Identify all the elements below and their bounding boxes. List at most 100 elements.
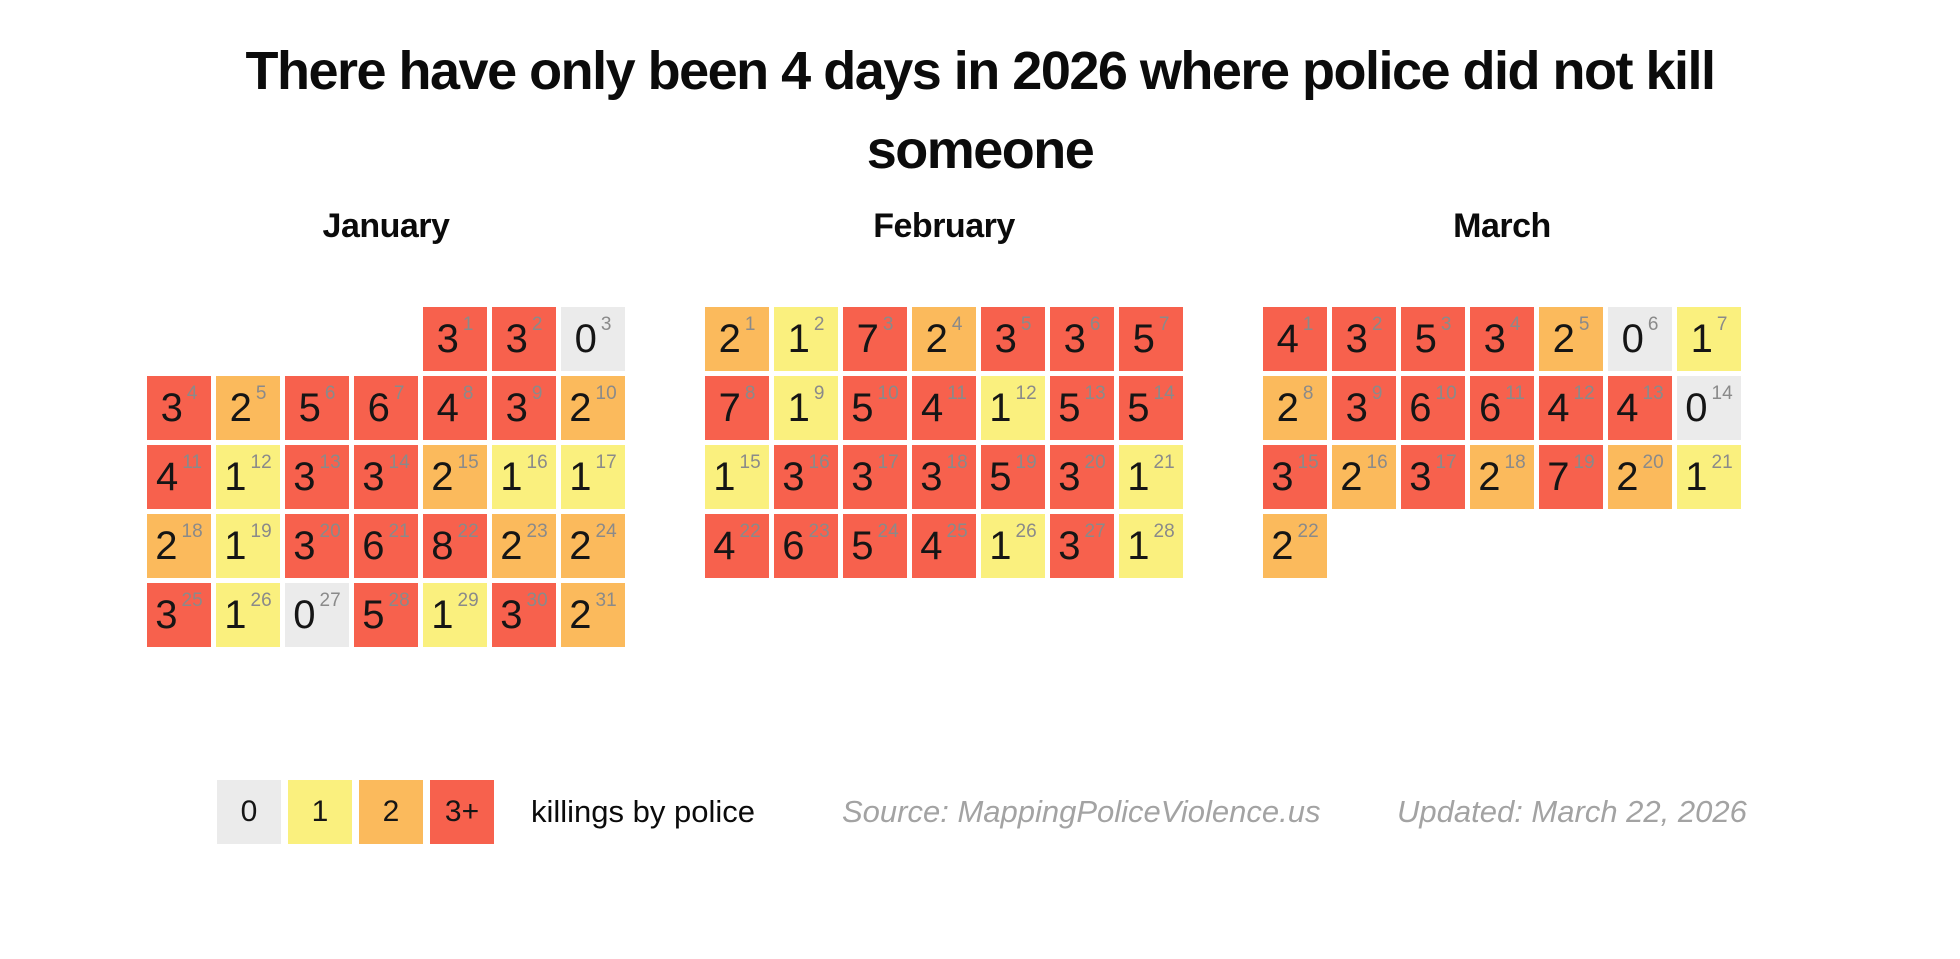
day-number: 9	[813, 382, 825, 404]
day-number: 10	[1435, 382, 1457, 404]
killings-count: 6	[782, 524, 805, 568]
killings-count: 8	[431, 524, 454, 568]
killings-count: 1	[989, 524, 1012, 568]
day-cell: 2 20	[1608, 445, 1672, 509]
killings-count: 6	[1479, 386, 1502, 430]
killings-count: 5	[362, 593, 385, 637]
day-number: 22	[1297, 520, 1319, 542]
day-number: 14	[388, 451, 410, 473]
killings-count: 2	[925, 317, 948, 361]
day-cell: 1 17	[561, 445, 625, 509]
killings-count: 1	[713, 455, 736, 499]
day-number: 3	[600, 313, 612, 335]
killings-count: 4	[920, 524, 943, 568]
day-number: 19	[1015, 451, 1037, 473]
day-number: 6	[1089, 313, 1101, 335]
day-number: 21	[388, 520, 410, 542]
day-number: 17	[877, 451, 899, 473]
killings-count: 1	[787, 317, 810, 361]
killings-count: 0	[293, 593, 316, 637]
day-number: 13	[319, 451, 341, 473]
day-cell: 1 26	[981, 514, 1045, 578]
day-number: 13	[1642, 382, 1664, 404]
day-number: 12	[250, 451, 272, 473]
legend-box-1: 1	[288, 780, 352, 844]
day-number: 25	[181, 589, 203, 611]
killings-count: 1	[1127, 455, 1150, 499]
day-cell: 5 24	[843, 514, 907, 578]
killings-count: 2	[1276, 386, 1299, 430]
day-number: 27	[1084, 520, 1106, 542]
day-number: 30	[526, 589, 548, 611]
killings-count: 4	[921, 386, 944, 430]
day-number: 15	[457, 451, 479, 473]
killings-count: 3	[1345, 317, 1368, 361]
month-grid: 2 1 1 2 7 3 2 4 3 5 3 6 5 7 7 8 1 9 5 10 4 11 1 12 5 13 5 14 1 15 3 16 3…	[705, 307, 1183, 578]
day-number: 13	[1084, 382, 1106, 404]
day-cell: 3 25	[147, 583, 211, 647]
day-cell: 4 11	[147, 445, 211, 509]
day-cell: 1 15	[705, 445, 769, 509]
killings-count: 1	[224, 593, 247, 637]
day-number: 7	[1158, 313, 1170, 335]
day-number: 18	[1504, 451, 1526, 473]
day-number: 10	[595, 382, 617, 404]
day-cell: 2 24	[561, 514, 625, 578]
day-cell: 3 16	[774, 445, 838, 509]
killings-count: 3	[500, 593, 523, 637]
killings-count: 5	[1058, 386, 1081, 430]
killings-count: 3	[362, 455, 385, 499]
day-number: 1	[1302, 313, 1314, 335]
day-number: 21	[1153, 451, 1175, 473]
day-number: 1	[462, 313, 474, 335]
day-number: 20	[1642, 451, 1664, 473]
day-cell: 5 13	[1050, 376, 1114, 440]
day-number: 14	[1153, 382, 1175, 404]
chart-title: There have only been 4 days in 2026 wher…	[0, 32, 1960, 190]
day-number: 3	[882, 313, 894, 335]
killings-count: 3	[851, 455, 874, 499]
day-cell: 1 29	[423, 583, 487, 647]
killings-count: 3	[293, 524, 316, 568]
day-number: 15	[1297, 451, 1319, 473]
day-number: 7	[1716, 313, 1728, 335]
killings-count: 2	[155, 524, 178, 568]
day-cell: 2 23	[492, 514, 556, 578]
killings-count: 3	[920, 455, 943, 499]
day-cell: 8 22	[423, 514, 487, 578]
day-cell: 7 19	[1539, 445, 1603, 509]
killings-count: 3	[160, 386, 183, 430]
killings-count: 0	[1621, 317, 1644, 361]
killings-count: 5	[1132, 317, 1155, 361]
day-cell: 3 14	[354, 445, 418, 509]
killings-count: 0	[574, 317, 597, 361]
day-number: 23	[808, 520, 830, 542]
day-number: 27	[319, 589, 341, 611]
day-number: 24	[877, 520, 899, 542]
day-cell: 5 19	[981, 445, 1045, 509]
day-cell: 2 10	[561, 376, 625, 440]
killings-count: 3	[436, 317, 459, 361]
killings-count: 2	[1616, 455, 1639, 499]
day-cell: 2 22	[1263, 514, 1327, 578]
day-cell: 2 16	[1332, 445, 1396, 509]
killings-count: 5	[851, 524, 874, 568]
day-cell: 3 15	[1263, 445, 1327, 509]
day-cell: 1 21	[1119, 445, 1183, 509]
updated-text: Updated: March 22, 2026	[1397, 794, 1747, 829]
calendar-months-row: January 3 1 3 2 0 3 3 4 2 5 5 6 6 7 4 8 3 9 2 10 4 11 1 12 3 13 3 14…	[147, 203, 1741, 647]
day-number: 11	[182, 451, 202, 473]
legend: 0 1 2 3+	[217, 780, 494, 844]
day-cell: 6 10	[1401, 376, 1465, 440]
killings-count: 2	[1340, 455, 1363, 499]
